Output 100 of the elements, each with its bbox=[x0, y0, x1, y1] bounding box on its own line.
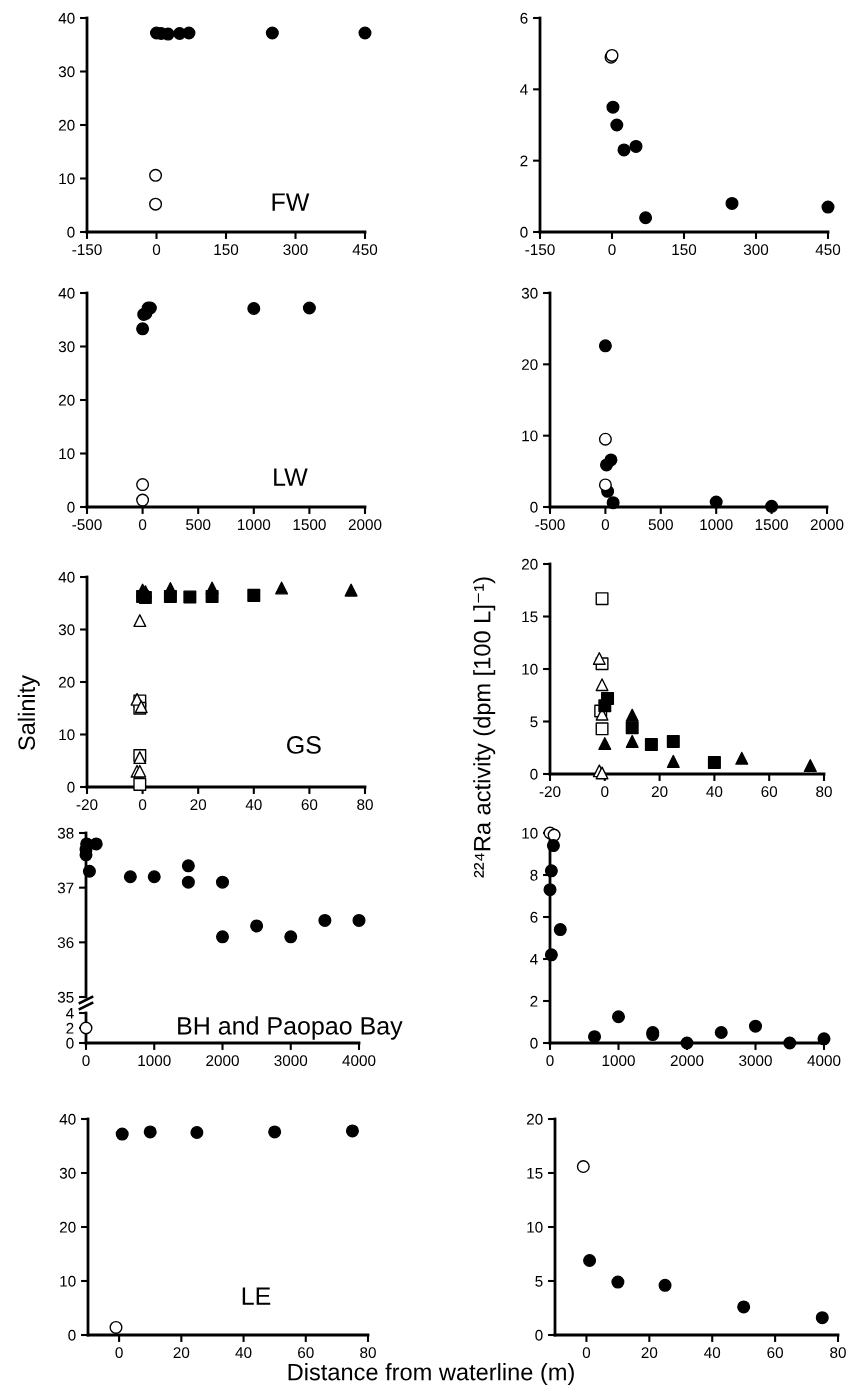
y-tick-label: 37 bbox=[57, 882, 74, 894]
y-tick-label: 4 bbox=[530, 954, 538, 965]
y-tick-label: 0 bbox=[535, 1329, 543, 1341]
x-tick-label: 0 bbox=[138, 799, 147, 811]
x-tick-label: 1500 bbox=[293, 519, 326, 531]
y-tick-label: 10 bbox=[60, 1275, 76, 1287]
y-tick-label: 10 bbox=[59, 448, 75, 460]
x-tick-label: 1000 bbox=[700, 519, 733, 531]
y-tick-label: 40 bbox=[58, 12, 75, 24]
y-tick-label: 40 bbox=[58, 571, 75, 583]
y-tick-label: 10 bbox=[522, 663, 538, 675]
y-tick-label: 0 bbox=[66, 1037, 74, 1049]
x-tick-label: -500 bbox=[72, 519, 102, 531]
x-tick-label: 20 bbox=[651, 786, 668, 798]
y-tick-label: 0 bbox=[530, 501, 538, 513]
x-tick-label: -150 bbox=[525, 244, 555, 256]
x-tick-label: 40 bbox=[704, 1347, 721, 1359]
x-tick-label: 40 bbox=[235, 1347, 252, 1359]
y-tick-label: 0 bbox=[530, 768, 538, 780]
y-tick-label: 30 bbox=[58, 341, 75, 353]
x-axis-title: Distance from waterline (m) bbox=[288, 1363, 574, 1386]
x-tick-label: 0 bbox=[582, 1347, 591, 1359]
annotation: BH and Paopao Bay bbox=[178, 1016, 403, 1040]
x-tick-label: -20 bbox=[539, 786, 561, 798]
y-tick-label: 10 bbox=[59, 729, 75, 741]
x-tick-label: 80 bbox=[830, 1347, 846, 1359]
x-tick-label: -20 bbox=[76, 799, 98, 811]
x-tick-label: 1000 bbox=[237, 519, 271, 531]
y-tick-label: 2 bbox=[66, 1022, 74, 1034]
x-tick-label: 2000 bbox=[348, 519, 382, 531]
x-tick-label: 0 bbox=[546, 1055, 554, 1067]
x-tick-label: 60 bbox=[301, 799, 318, 811]
x-tick-label: 0 bbox=[601, 786, 609, 798]
annotation: GS bbox=[287, 736, 321, 754]
x-tick-label: 20 bbox=[190, 799, 207, 811]
y-tick-label: 35 bbox=[57, 991, 74, 1003]
x-tick-label: 1000 bbox=[602, 1055, 635, 1067]
y-tick-label: 5 bbox=[535, 1276, 543, 1287]
x-tick-label: 3000 bbox=[274, 1055, 308, 1067]
annotation: LE bbox=[242, 1287, 271, 1305]
y-tick-label: 0 bbox=[67, 501, 75, 513]
y-tick-label: 10 bbox=[59, 173, 75, 185]
x-tick-label: 2000 bbox=[670, 1055, 704, 1067]
x-tick-label: 300 bbox=[743, 244, 769, 256]
x-tick-label: 40 bbox=[245, 799, 262, 811]
x-tick-label: 0 bbox=[601, 519, 610, 531]
y-tick-label: 0 bbox=[530, 1037, 538, 1049]
y-tick-label: 20 bbox=[58, 676, 75, 688]
x-tick-label: 80 bbox=[360, 1347, 376, 1359]
y-tick-label: 8 bbox=[530, 869, 538, 881]
x-tick-label: 2000 bbox=[810, 519, 844, 531]
x-tick-label: 0 bbox=[115, 1347, 123, 1359]
y-tick-label: 20 bbox=[58, 119, 75, 131]
x-tick-label: 500 bbox=[186, 519, 211, 531]
y-tick-label: 4 bbox=[520, 84, 528, 95]
x-tick-label: 0 bbox=[138, 519, 147, 531]
y-tick-label: 30 bbox=[521, 287, 538, 299]
y-tick-label: 10 bbox=[527, 1221, 543, 1233]
y-tick-label: 0 bbox=[68, 1329, 76, 1341]
y-tick-label: 20 bbox=[521, 558, 538, 570]
x-tick-label: 500 bbox=[648, 519, 673, 531]
x-tick-label: 60 bbox=[761, 786, 778, 798]
x-tick-label: 1000 bbox=[138, 1055, 171, 1067]
y-tick-label: 6 bbox=[530, 911, 538, 923]
y-tick-label: 20 bbox=[58, 394, 75, 406]
y-tick-label: 2 bbox=[520, 155, 528, 167]
x-tick-label: 3000 bbox=[739, 1055, 772, 1067]
y-tick-label: 6 bbox=[520, 12, 528, 24]
y-tick-label: 0 bbox=[520, 226, 528, 238]
y-tick-label: 30 bbox=[58, 66, 75, 78]
y-tick-label: 30 bbox=[59, 1167, 76, 1179]
y-tick-label: 30 bbox=[58, 624, 75, 636]
x-tick-label: 450 bbox=[352, 244, 378, 256]
x-tick-label: 80 bbox=[357, 799, 373, 811]
y-tick-label: 20 bbox=[526, 1113, 543, 1125]
y-tick-label: 2 bbox=[530, 995, 538, 1007]
x-tick-label: 60 bbox=[767, 1347, 784, 1359]
x-tick-label: 40 bbox=[706, 786, 723, 798]
x-tick-label: 1500 bbox=[755, 519, 788, 531]
x-tick-label: -150 bbox=[72, 244, 102, 256]
y-tick-label: 36 bbox=[57, 937, 74, 949]
y-axis-title: Salinity bbox=[17, 674, 40, 750]
x-tick-label: 60 bbox=[298, 1347, 314, 1359]
x-tick-label: 300 bbox=[283, 244, 308, 256]
x-tick-label: -500 bbox=[535, 519, 565, 531]
y-tick-label: 0 bbox=[67, 226, 75, 238]
x-tick-label: 2000 bbox=[206, 1055, 239, 1067]
x-tick-label: 0 bbox=[152, 244, 161, 256]
x-tick-label: 20 bbox=[173, 1347, 190, 1359]
x-tick-label: 0 bbox=[608, 244, 616, 256]
y-tick-label: 5 bbox=[530, 716, 538, 728]
x-tick-label: 4000 bbox=[342, 1055, 376, 1067]
x-tick-label: 0 bbox=[82, 1055, 90, 1067]
y-tick-label: 10 bbox=[522, 827, 538, 839]
y-tick-label: 20 bbox=[59, 1221, 76, 1233]
y-tick-label: 15 bbox=[522, 611, 538, 623]
y-tick-label: 4 bbox=[66, 1008, 74, 1019]
x-tick-label: 150 bbox=[214, 244, 239, 256]
y-tick-label: 40 bbox=[59, 1113, 76, 1125]
y-tick-label: 15 bbox=[527, 1168, 543, 1179]
